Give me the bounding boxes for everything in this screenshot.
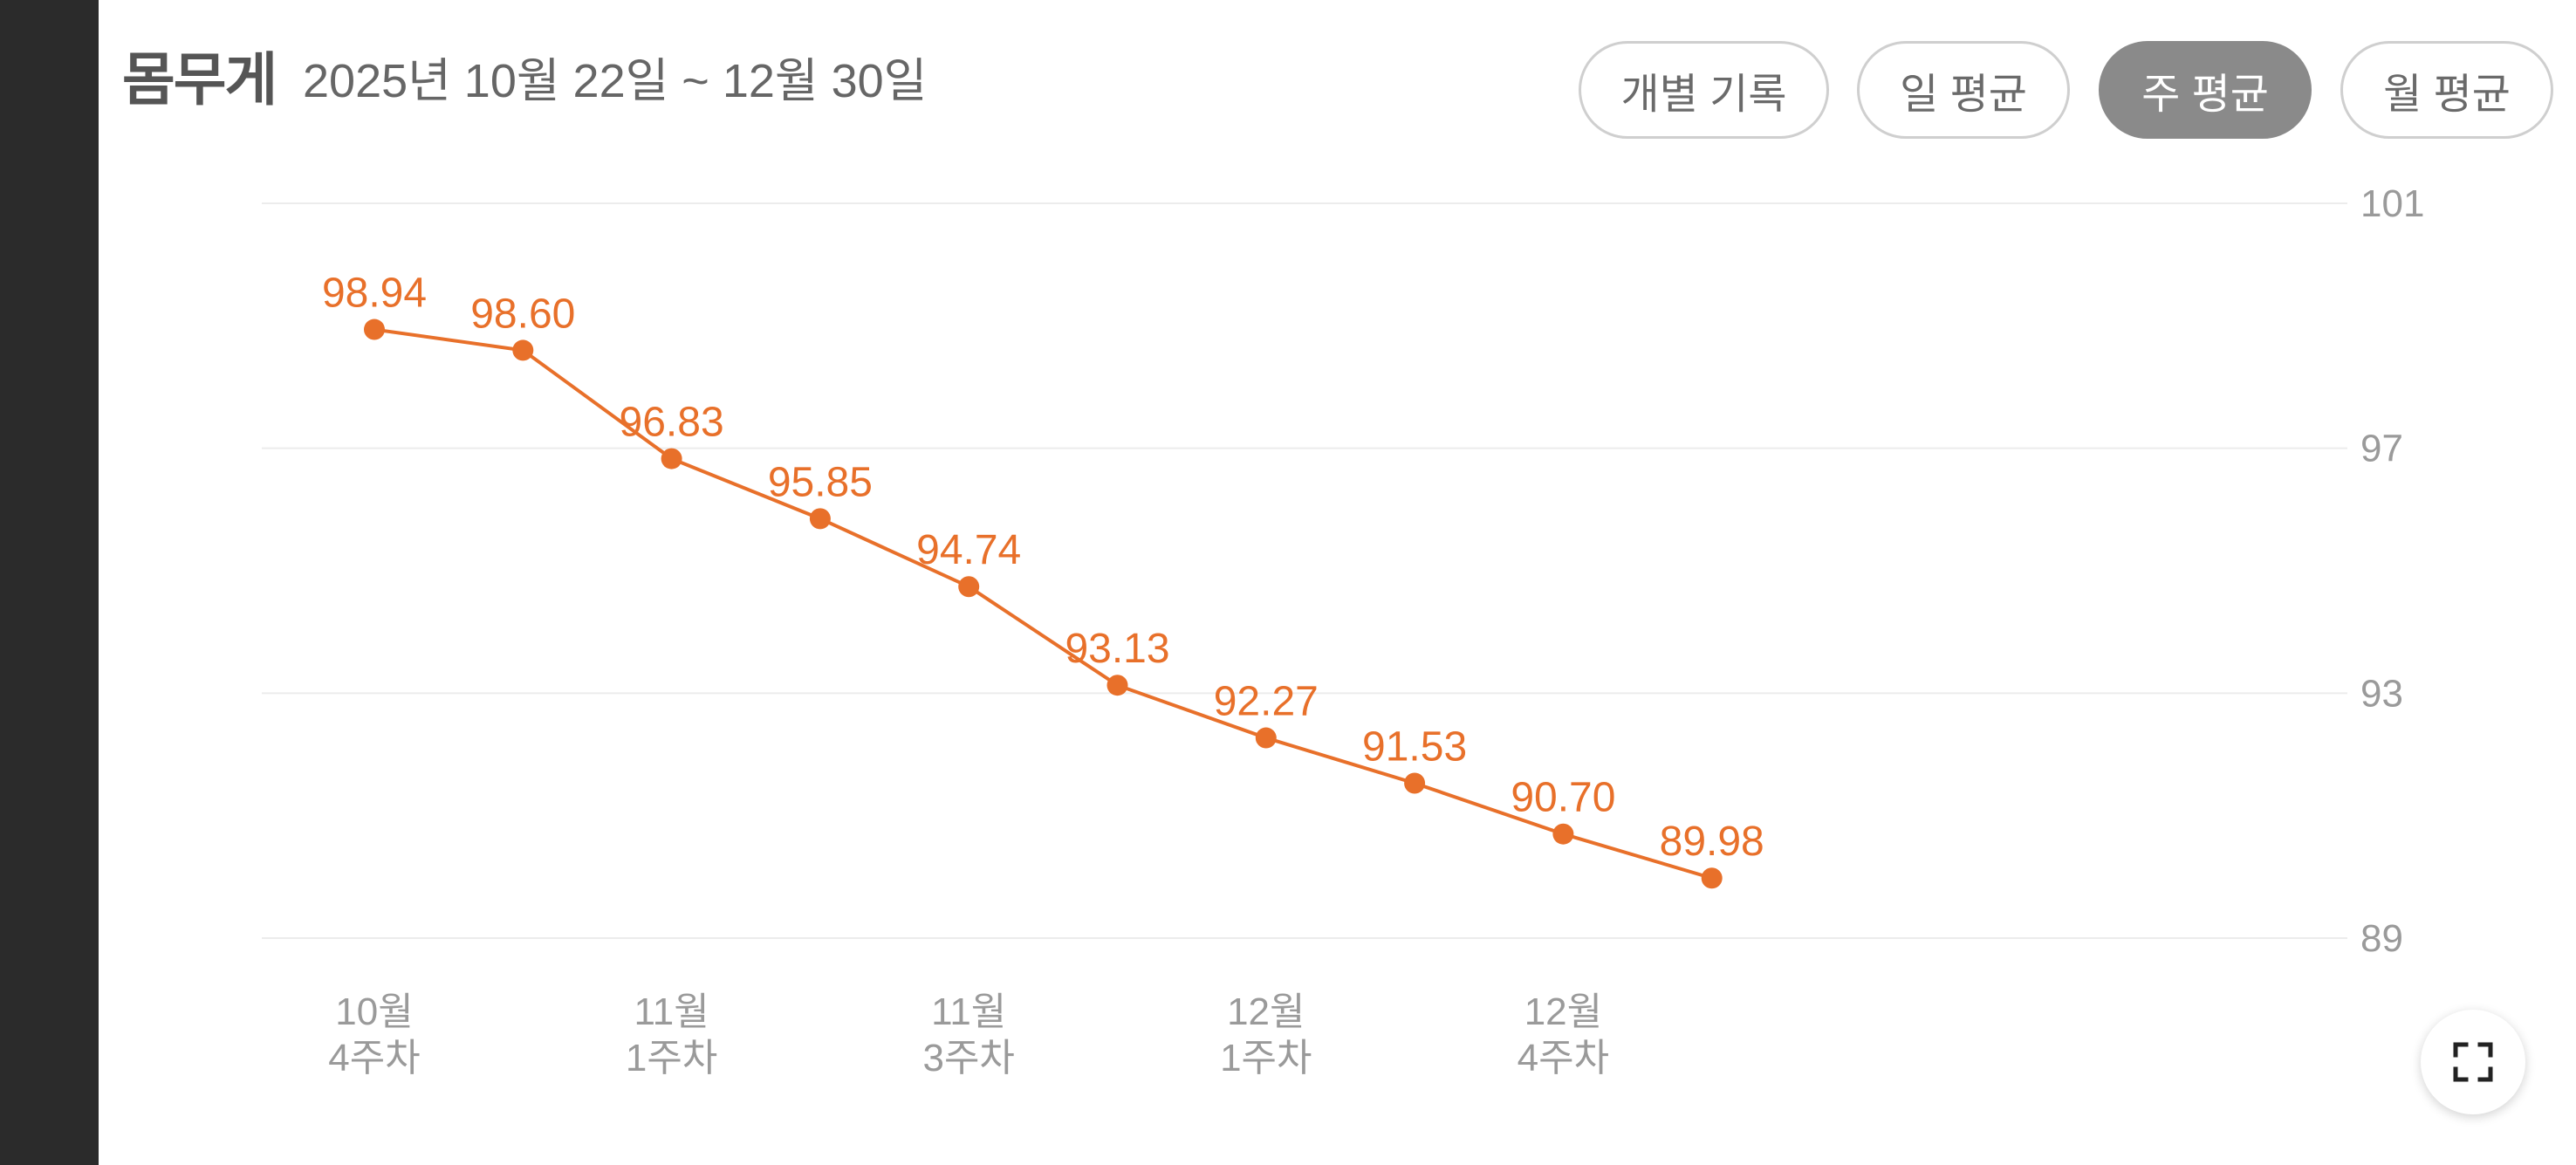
data-point[interactable]	[1106, 675, 1128, 696]
tab-monthly-average[interactable]: 월 평균	[2340, 41, 2553, 139]
data-label: 92.27	[1214, 679, 1319, 725]
fullscreen-button[interactable]	[2421, 1010, 2525, 1114]
data-point[interactable]	[1701, 867, 1723, 889]
data-label: 95.85	[768, 459, 873, 505]
x-tick-label: 1주차	[1220, 1037, 1312, 1079]
x-tick-label: 12월	[1524, 990, 1602, 1033]
data-point[interactable]	[1404, 772, 1426, 794]
x-tick-label: 10월	[335, 990, 413, 1033]
tab-weekly-average[interactable]: 주 평균	[2099, 41, 2312, 139]
fullscreen-icon	[2453, 1042, 2493, 1082]
data-label: 96.83	[620, 400, 724, 446]
tab-individual-records[interactable]: 개별 기록	[1579, 41, 1829, 139]
data-label: 98.60	[470, 291, 575, 337]
data-label: 98.94	[322, 271, 427, 317]
x-tick-label: 11월	[931, 990, 1006, 1033]
y-tick-label: 93	[2360, 672, 2403, 715]
data-label: 93.13	[1065, 626, 1169, 672]
data-label: 91.53	[1362, 723, 1467, 770]
x-tick-label: 4주차	[1518, 1037, 1609, 1079]
data-point[interactable]	[661, 448, 682, 469]
data-label: 90.70	[1511, 775, 1615, 821]
data-point[interactable]	[1552, 823, 1574, 845]
date-range: 2025년 10월 22일 ~ 12월 30일	[303, 55, 928, 107]
data-label: 94.74	[916, 527, 1021, 573]
x-tick-label: 4주차	[328, 1037, 420, 1079]
x-tick-label: 1주차	[626, 1037, 717, 1079]
data-point[interactable]	[512, 339, 534, 361]
data-point[interactable]	[809, 508, 831, 530]
page-title: 몸무게	[122, 47, 277, 112]
data-label: 89.98	[1660, 819, 1764, 865]
left-side-strip	[0, 0, 99, 1165]
series-line	[373, 327, 1713, 881]
data-point[interactable]	[958, 576, 980, 598]
y-tick-label: 101	[2360, 182, 2424, 225]
y-tick-label: 89	[2360, 917, 2403, 960]
x-tick-label: 12월	[1227, 990, 1305, 1033]
y-tick-label: 97	[2360, 428, 2403, 470]
x-tick-label: 3주차	[922, 1037, 1014, 1079]
data-point[interactable]	[364, 319, 385, 340]
x-tick-label: 11월	[634, 990, 709, 1033]
tab-daily-average[interactable]: 일 평균	[1857, 41, 2070, 139]
data-point[interactable]	[1255, 727, 1277, 749]
